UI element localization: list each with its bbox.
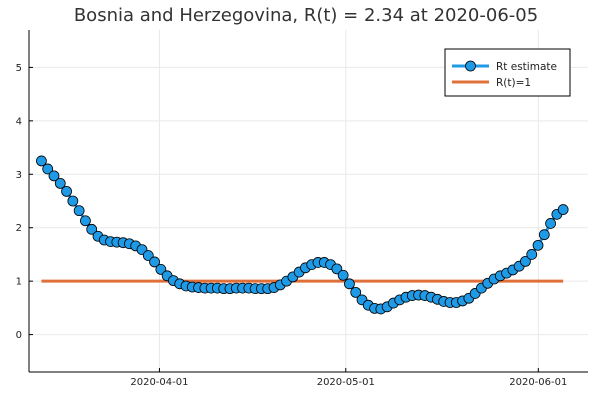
data-point	[73, 205, 85, 217]
x-ticks: 2020-04-01 2020-05-01 2020-06-01	[130, 368, 567, 388]
y-tick-label: 1	[16, 277, 22, 288]
data-point	[344, 278, 355, 290]
data-point	[155, 263, 167, 275]
legend-label-rt-threshold: R(t)=1	[496, 77, 531, 89]
data-point	[557, 204, 569, 215]
data-point	[36, 155, 47, 167]
y-tick-label: 0	[16, 330, 22, 341]
y-tick-label: 3	[16, 170, 22, 181]
legend-box	[444, 48, 571, 97]
data-point	[337, 269, 349, 281]
data-point	[331, 263, 343, 275]
axes	[28, 30, 588, 373]
legend-marker-rt-estimate	[465, 60, 476, 72]
data-point	[61, 185, 72, 197]
x-tick-label: 2020-04-01	[130, 377, 188, 388]
y-ticks: 0 1 2 3 4 5	[16, 63, 33, 341]
data-point	[532, 239, 544, 251]
data-point	[80, 215, 91, 227]
series-layer	[36, 155, 569, 315]
x-tick-label: 2020-05-01	[317, 377, 375, 388]
legend-label-rt-estimate: Rt estimate	[496, 61, 557, 73]
data-point	[54, 177, 66, 189]
data-point	[42, 163, 54, 175]
data-point	[149, 256, 160, 268]
data-point	[538, 229, 550, 241]
data-point	[67, 195, 79, 207]
y-tick-label: 5	[16, 63, 22, 74]
data-point	[86, 223, 98, 235]
data-point	[526, 249, 538, 260]
data-point	[350, 286, 362, 298]
data-point	[520, 255, 531, 267]
y-tick-label: 4	[16, 116, 22, 127]
x-tick-label: 2020-06-01	[509, 377, 567, 388]
chart-title: Bosnia and Herzegovina, R(t) = 2.34 at 2…	[74, 5, 538, 26]
data-point	[545, 218, 556, 229]
data-point	[142, 250, 154, 261]
legend: Rt estimate R(t)=1	[444, 48, 571, 97]
y-tick-label: 2	[16, 223, 22, 234]
data-point	[48, 170, 60, 182]
